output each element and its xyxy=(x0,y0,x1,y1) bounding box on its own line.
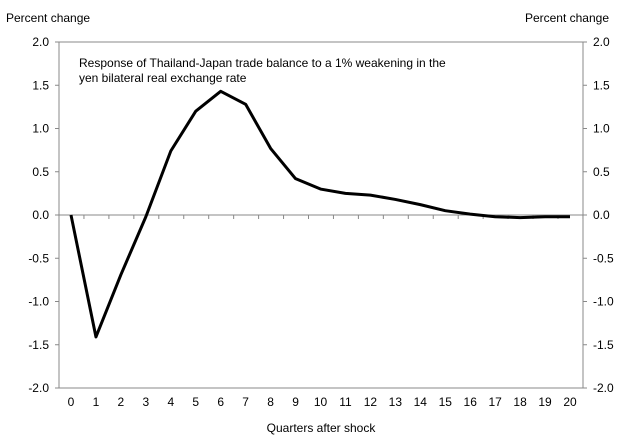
y-tick-label-right: -1.0 xyxy=(593,295,614,309)
y-axis-label-right: Percent change xyxy=(525,11,609,25)
y-tick-label-left: -1.0 xyxy=(28,295,49,309)
y-tick-label-right: 1.5 xyxy=(593,78,610,92)
x-tick-label: 3 xyxy=(143,395,150,409)
x-tick-label: 13 xyxy=(389,395,403,409)
y-tick-label-left: -1.5 xyxy=(28,338,49,352)
y-tick-label-left: 0.5 xyxy=(32,165,49,179)
x-axis-label: Quarters after shock xyxy=(267,421,377,435)
x-tick-label: 7 xyxy=(242,395,249,409)
y-tick-label-left: -0.5 xyxy=(28,251,49,265)
x-tick-label: 19 xyxy=(538,395,552,409)
y-tick-label-right: -0.5 xyxy=(593,251,614,265)
x-tick-label: 10 xyxy=(314,395,328,409)
x-tick-label: 4 xyxy=(167,395,174,409)
x-tick-label: 2 xyxy=(118,395,125,409)
y-tick-label-left: 1.0 xyxy=(32,122,49,136)
x-tick-label: 1 xyxy=(93,395,100,409)
y-tick-label-left: -2.0 xyxy=(28,381,49,395)
y-tick-label-right: -1.5 xyxy=(593,338,614,352)
x-tick-label: 5 xyxy=(192,395,199,409)
x-tick-label: 14 xyxy=(414,395,428,409)
chart-title-line-2: yen bilateral real exchange rate xyxy=(79,71,247,85)
y-tick-label-right: 0.0 xyxy=(593,208,610,222)
x-tick-label: 20 xyxy=(563,395,577,409)
series-line xyxy=(69,89,570,339)
y-tick-label-left: 2.0 xyxy=(32,35,49,49)
x-tick-label: 6 xyxy=(217,395,224,409)
y-tick-label-left: 1.5 xyxy=(32,78,49,92)
y-tick-label-right: 2.0 xyxy=(593,35,610,49)
y-tick-label-right: -2.0 xyxy=(593,381,614,395)
y-tick-label-right: 1.0 xyxy=(593,122,610,136)
x-tick-label: 11 xyxy=(339,395,352,409)
x-tick-label: 17 xyxy=(488,395,502,409)
x-tick-label: 16 xyxy=(464,395,478,409)
chart-title-line-1: Response of Thailand-Japan trade balance… xyxy=(79,56,446,70)
x-tick-label: 9 xyxy=(292,395,299,409)
x-tick-label: 12 xyxy=(364,395,378,409)
x-tick-label: 15 xyxy=(439,395,453,409)
x-tick-label: 18 xyxy=(513,395,527,409)
x-tick-label: 0 xyxy=(68,395,75,409)
y-tick-label-left: 0.0 xyxy=(32,208,49,222)
y-tick-label-right: 0.5 xyxy=(593,165,610,179)
y-axis-label-left: Percent change xyxy=(6,11,90,25)
x-tick-label: 8 xyxy=(267,395,274,409)
